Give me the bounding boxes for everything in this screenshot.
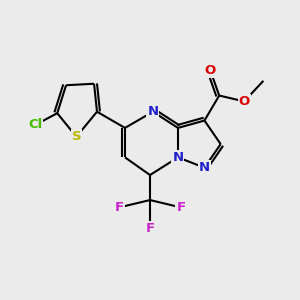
Text: F: F — [115, 201, 124, 214]
Text: N: N — [147, 105, 158, 118]
Text: F: F — [176, 201, 185, 214]
Text: F: F — [146, 221, 154, 235]
Text: O: O — [238, 95, 250, 108]
Text: O: O — [205, 64, 216, 77]
Text: Cl: Cl — [28, 118, 42, 131]
Text: N: N — [172, 151, 184, 164]
Text: S: S — [72, 130, 81, 143]
Text: N: N — [199, 161, 210, 174]
